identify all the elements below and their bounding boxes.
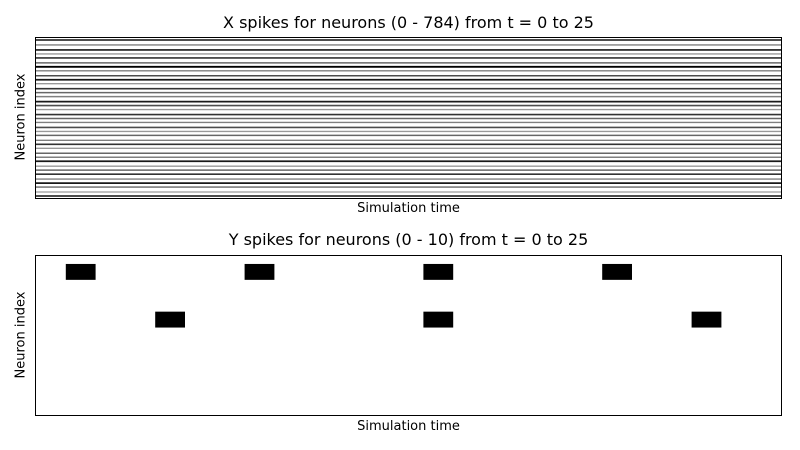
y-spike-mark (244, 263, 275, 280)
x-chart-ylabel: Neuron index (13, 73, 29, 161)
x-chart-title: X spikes for neurons (0 - 784) from t = … (223, 13, 594, 32)
y-chart-title: Y spikes for neurons (0 - 10) from t = 0… (228, 230, 589, 249)
x-spikes-panel: X spikes for neurons (0 - 784) from t = … (13, 13, 782, 216)
y-spike-mark (423, 311, 454, 328)
x-chart-xlabel: Simulation time (357, 201, 460, 216)
y-chart-ylabel: Neuron index (13, 291, 29, 379)
y-chart-xlabel: Simulation time (357, 419, 460, 434)
y-spike-mark (155, 311, 185, 328)
y-chart-plot-area (35, 255, 782, 416)
y-raster-svg (65, 263, 722, 328)
y-spike-mark (423, 263, 454, 280)
x-raster-svg (36, 39, 781, 197)
y-spike-mark (65, 263, 96, 280)
y-spikes-panel: Y spikes for neurons (0 - 10) from t = 0… (0, 220, 800, 450)
x-chart-plot-area (35, 37, 782, 199)
y-spike-mark (691, 311, 722, 328)
y-spike-mark (602, 263, 632, 280)
